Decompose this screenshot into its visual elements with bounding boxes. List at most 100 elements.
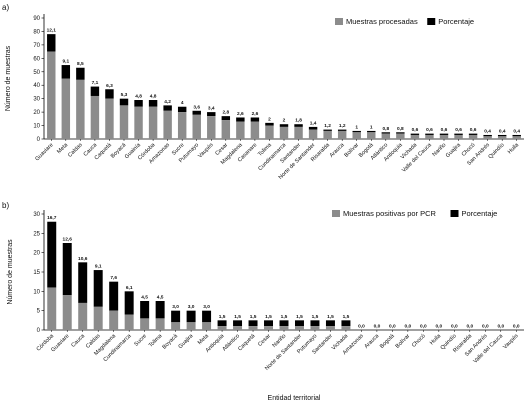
chart-panel-b: b)Número de muestras05101520253016,7Córd…: [2, 201, 524, 402]
category-label: Bogotá: [379, 333, 396, 350]
bar-porcentaje: [217, 320, 227, 327]
bar-porcentaje: [468, 133, 478, 135]
bar-muestras: [341, 326, 351, 330]
y-tick-label: 60: [33, 56, 40, 62]
data-label: 4: [181, 100, 184, 106]
y-axis-title: Número de muestras: [7, 239, 14, 305]
bar-muestras: [186, 322, 196, 330]
data-label: 1,5: [250, 314, 257, 320]
bar-muestras: [134, 106, 143, 139]
data-label: 0,0: [405, 324, 412, 330]
legend-label: Muestras positivas por PCR: [343, 209, 437, 218]
data-label: 6,1: [126, 285, 133, 291]
bar-muestras: [61, 78, 71, 139]
category-label: Bolívar: [395, 333, 412, 350]
bar-porcentaje: [163, 105, 172, 111]
bar-muestras: [248, 326, 258, 330]
bar-muestras: [62, 295, 72, 330]
data-label: 4,2: [164, 99, 171, 105]
bar-muestras: [177, 112, 187, 139]
category-label: Bolívar: [344, 142, 361, 159]
bar-muestras: [90, 95, 100, 139]
data-label: 4,8: [150, 94, 157, 100]
data-label: 1,5: [343, 314, 350, 320]
bar-muestras: [236, 121, 245, 139]
data-label: 0,0: [358, 324, 365, 330]
data-label: 0,0: [389, 324, 396, 330]
data-label: 1,5: [265, 314, 272, 320]
y-tick-label: 30: [33, 97, 40, 103]
bar-muestras: [381, 133, 391, 139]
bar-porcentaje: [265, 122, 274, 126]
data-label: 1,5: [281, 314, 288, 320]
bar-porcentaje: [410, 133, 420, 135]
bar-porcentaje: [192, 110, 201, 115]
category-label: Huila: [507, 142, 521, 156]
x-axis-title: Entidad territorial: [268, 395, 321, 402]
data-label: 0,8: [382, 126, 389, 132]
bar-muestras: [233, 326, 243, 330]
bar-muestras: [325, 326, 335, 330]
bar-porcentaje: [325, 320, 335, 327]
bar-muestras: [207, 116, 216, 139]
bar-porcentaje: [308, 126, 318, 130]
bar-muestras: [202, 322, 212, 330]
y-tick-label: 30: [33, 212, 40, 218]
bar-porcentaje: [177, 106, 187, 113]
bar-muestras: [310, 326, 320, 330]
category-label: Caquetá: [94, 142, 114, 162]
data-label: 3,6: [193, 104, 200, 110]
y-tick-label: 10: [33, 289, 40, 295]
bar-muestras: [47, 287, 57, 330]
bar-muestras: [352, 132, 361, 139]
y-tick-label: 70: [33, 43, 40, 49]
data-label: 2: [268, 116, 271, 122]
bar-porcentaje: [439, 133, 449, 135]
category-label: Chocó: [411, 333, 427, 349]
bar-porcentaje: [279, 320, 289, 327]
data-label: 0,6: [412, 127, 419, 133]
bar-muestras: [171, 322, 181, 330]
bar-porcentaje: [171, 310, 181, 323]
data-label: 1,5: [312, 314, 319, 320]
bar-porcentaje: [352, 130, 361, 133]
bar-porcentaje: [236, 117, 245, 122]
category-label: Huila: [429, 333, 443, 347]
bar-muestras: [124, 314, 134, 330]
data-label: 12,1: [47, 28, 57, 34]
bar-muestras: [217, 326, 227, 330]
data-label: 2,6: [252, 111, 259, 117]
bar-porcentaje: [264, 320, 274, 327]
bar-muestras: [294, 126, 303, 139]
bar-porcentaje: [140, 301, 150, 319]
bar-muestras: [155, 318, 165, 330]
bar-muestras: [396, 133, 405, 139]
bar-porcentaje: [294, 124, 303, 127]
category-label: Guajira: [178, 333, 196, 351]
bar-porcentaje: [512, 134, 521, 137]
data-label: 0,0: [436, 324, 443, 330]
bar-muestras: [140, 318, 150, 330]
legend-swatch: [427, 18, 436, 25]
data-label: 2,8: [222, 110, 229, 116]
data-label: 4,5: [157, 295, 164, 301]
panel-label: b): [2, 201, 9, 210]
bar-porcentaje: [62, 243, 72, 296]
data-label: 0,0: [420, 324, 427, 330]
data-label: 1,5: [296, 314, 303, 320]
bar-porcentaje: [294, 320, 304, 327]
bar-muestras: [148, 106, 158, 139]
bar-porcentaje: [425, 133, 434, 135]
data-label: 0,6: [455, 127, 462, 133]
data-label: 0,0: [466, 324, 473, 330]
data-label: 0,4: [484, 128, 491, 134]
bar-muestras: [497, 136, 507, 139]
category-label: Guajira: [445, 142, 463, 160]
bar-porcentaje: [483, 134, 492, 137]
legend-label: Porcentaje: [438, 17, 474, 26]
bar-porcentaje: [341, 320, 351, 327]
category-label: Caldas: [67, 142, 84, 159]
legend-label: Porcentaje: [462, 209, 498, 218]
data-label: 0,6: [470, 127, 477, 133]
y-tick-label: 0: [37, 137, 41, 143]
